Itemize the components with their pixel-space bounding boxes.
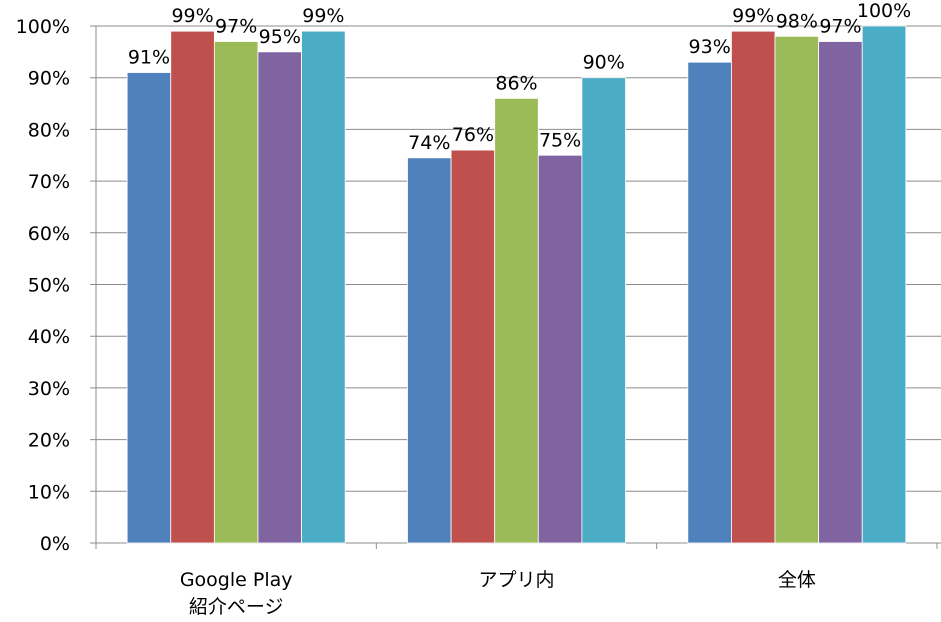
y-tick-label: 80% [28, 119, 70, 141]
bar [213, 41, 259, 544]
bar [818, 41, 863, 544]
data-label: 100% [857, 0, 911, 22]
data-label: 99% [171, 5, 213, 27]
data-label: 86% [495, 72, 537, 94]
data-label: 93% [689, 36, 731, 58]
data-labels: 91%99% 97% 95%99%74% 76%86%75%90%93%99% 98% 9… [128, 0, 911, 154]
y-tick-label: 50% [28, 275, 70, 297]
bar [537, 154, 583, 544]
data-label: 76% [452, 124, 494, 146]
data-label: 90% [583, 52, 625, 74]
data-label: 74% [408, 132, 450, 154]
data-label: 99% [732, 5, 774, 27]
bar [450, 149, 496, 544]
data-label: 98% [776, 10, 818, 32]
y-tick-label: 90% [28, 68, 70, 90]
data-label: 99% [302, 5, 344, 27]
axes: 0% 10% 20% 30% 40% 50% 60% 70% 80% 90% 100% Google … [16, 16, 938, 618]
category-label: 全体 [778, 569, 816, 591]
bar [494, 97, 539, 544]
category-label: 紹介ページ [189, 596, 284, 618]
bar [301, 30, 346, 544]
data-label: 95% [259, 26, 301, 48]
bars [126, 25, 907, 544]
y-tick-label: 0% [40, 533, 70, 555]
y-tick-label: 70% [28, 171, 70, 193]
data-label: 91% [128, 47, 170, 69]
y-tick-label: 60% [28, 223, 70, 245]
y-tick-label: 20% [28, 430, 70, 452]
bar [126, 72, 172, 544]
bar [687, 61, 732, 544]
bar [861, 25, 907, 544]
bar [170, 30, 215, 544]
data-label: 97% [215, 16, 257, 38]
bar [774, 35, 820, 544]
bar [257, 51, 302, 544]
category-label: アプリ内 [478, 569, 554, 591]
y-tick-label: 30% [28, 378, 70, 400]
bar [731, 30, 776, 544]
data-label: 75% [539, 129, 581, 151]
data-label: 97% [819, 16, 861, 38]
y-tick-label: 40% [28, 326, 70, 348]
category-label: Google Play [180, 569, 293, 591]
bar [407, 157, 452, 544]
y-tick-label: 100% [16, 16, 70, 38]
bar [581, 77, 626, 544]
y-tick-label: 10% [28, 481, 70, 503]
